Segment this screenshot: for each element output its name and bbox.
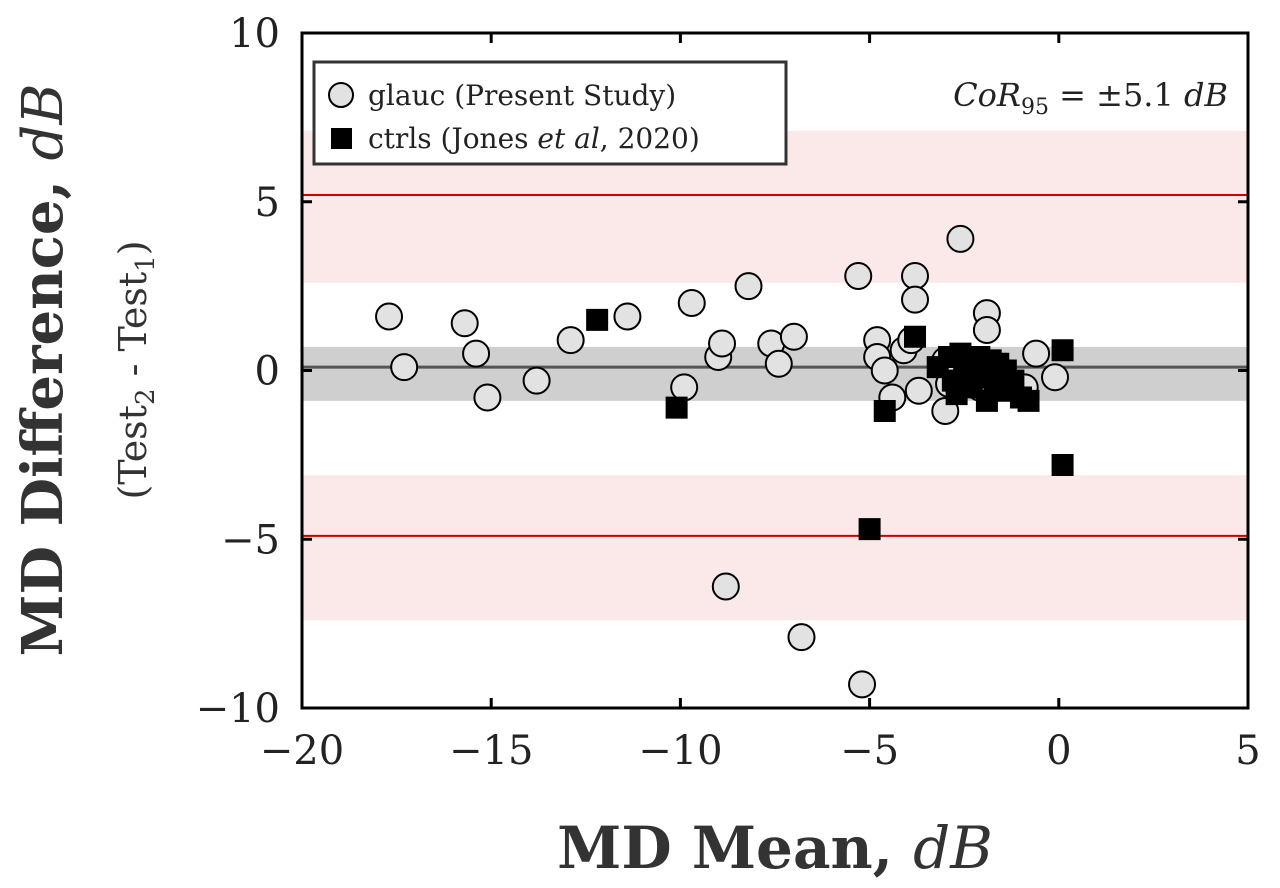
ctrls-point	[904, 325, 927, 348]
x-tick-label: 5	[1235, 728, 1260, 774]
glauc-point	[1022, 339, 1051, 368]
svg-text:MD Difference, dB: MD Difference, dB	[10, 83, 76, 656]
glauc-point	[1041, 363, 1070, 392]
ctrls-point	[873, 400, 896, 422]
y-axis-sublabel: (Test2 - Test1)	[111, 240, 161, 499]
ctrls-point	[1017, 389, 1040, 412]
glauc-point	[848, 670, 877, 699]
ctrls-point	[665, 396, 688, 419]
y-tick-label: 0	[255, 349, 280, 395]
glauc-point	[904, 376, 933, 405]
glauc-point	[375, 302, 404, 331]
glauc-point	[946, 224, 975, 253]
glauc-point	[711, 572, 740, 601]
x-tick-label: −15	[449, 728, 533, 774]
svg-text:(Test2 - Test1): (Test2 - Test1)	[111, 240, 161, 499]
x-tick-label: 0	[1046, 728, 1071, 774]
glauc-point	[779, 322, 808, 351]
data-points	[375, 224, 1074, 699]
legend-glauc-marker	[328, 82, 354, 108]
glauc-point	[708, 329, 737, 358]
x-tick-label: −20	[260, 728, 344, 774]
glauc-point	[522, 366, 551, 395]
glauc-point	[734, 272, 763, 301]
glauc-point	[613, 302, 642, 331]
y-tick-label: 5	[255, 180, 280, 226]
lower-limit-band	[302, 475, 1248, 621]
glauc-point	[462, 339, 491, 368]
y-tick-label: −5	[221, 517, 280, 563]
glauc-point	[390, 353, 419, 382]
glauc-point	[972, 316, 1001, 344]
legend-box	[312, 60, 788, 166]
glauc-point	[473, 383, 502, 412]
ctrls-point	[1002, 369, 1025, 392]
glauc-point	[556, 326, 585, 355]
glauc-point	[870, 356, 899, 385]
y-tick-label: −10	[196, 686, 280, 732]
x-tick-label: −10	[638, 728, 722, 774]
glauc-point	[450, 309, 479, 338]
ctrls-point	[1051, 339, 1074, 362]
glauc-point	[901, 285, 930, 314]
legend: glauc (Present Study) ctrls (Jones et al…	[312, 60, 788, 166]
y-axis-label: MD Difference, dB	[10, 83, 76, 656]
legend-glauc-label: glauc (Present Study)	[368, 79, 676, 112]
x-tick-label: −5	[840, 728, 899, 774]
legend-ctrls-marker	[331, 128, 352, 149]
legend-ctrls-label: ctrls (Jones et al, 2020)	[368, 122, 700, 155]
glauc-point	[764, 349, 793, 378]
glauc-point	[670, 373, 699, 402]
x-axis-label: MD Mean, dB	[557, 814, 993, 882]
glauc-point	[901, 262, 930, 290]
glauc-point	[677, 289, 706, 317]
glauc-point	[844, 262, 873, 290]
cor-annotation: CoR95 = ±5.1 dB	[953, 76, 1228, 120]
ctrls-point	[1051, 454, 1074, 476]
axis-ticks: −20 −15 −10 −5 0 5 10 5 0 −5 −10	[196, 11, 1261, 774]
ctrls-point	[586, 308, 609, 331]
ctrls-point	[858, 518, 881, 541]
glauc-point	[787, 623, 816, 652]
y-tick-label: 10	[229, 11, 280, 57]
